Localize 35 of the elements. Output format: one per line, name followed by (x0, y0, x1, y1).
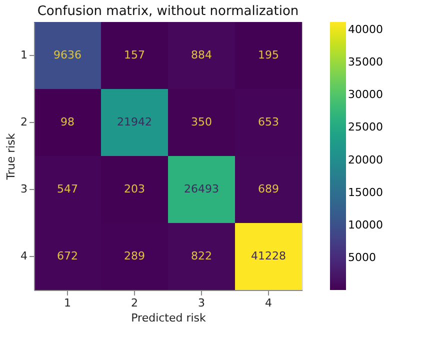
data-label: 289 (124, 250, 145, 262)
data-label: 21942 (117, 116, 152, 128)
data-label: 203 (124, 182, 145, 196)
data-label: 41228 (251, 250, 286, 262)
color-bar-label: 25000 (348, 120, 383, 134)
data-label: 653 (258, 116, 279, 128)
y-axis-title: True risk (4, 132, 18, 181)
x-tick-label: 2 (131, 296, 138, 310)
chart-title: Confusion matrix, without normalization (37, 4, 299, 19)
color-bar-label: 15000 (348, 186, 383, 199)
data-label: 672 (57, 250, 78, 262)
color-bar-label: 10000 (348, 218, 383, 232)
color-bar-label: 30000 (348, 88, 383, 102)
y-tick-label: 3 (20, 182, 28, 196)
x-tick-label: 4 (265, 296, 272, 310)
color-bar-label: 40000 (348, 23, 383, 36)
x-tick-label: 3 (198, 296, 205, 310)
y-tick-label: 1 (20, 48, 28, 62)
data-label: 195 (258, 48, 279, 62)
data-label: 350 (191, 116, 212, 128)
data-label: 157 (124, 48, 145, 62)
data-label: 822 (191, 250, 212, 262)
data-label: 884 (191, 48, 212, 62)
x-tick-label: 1 (64, 296, 71, 310)
x-axis-title: Predicted risk (131, 312, 207, 324)
data-label: 689 (258, 182, 279, 196)
data-label: 9636 (54, 48, 82, 62)
y-tick-label: 2 (20, 116, 28, 128)
color-bar-label: 35000 (348, 56, 383, 69)
data-label: 26493 (184, 182, 219, 196)
y-tick-label: 4 (20, 250, 28, 262)
color-bar-label: 20000 (348, 153, 383, 166)
data-label: 547 (57, 182, 78, 196)
color-bar-label: 5000 (348, 251, 376, 264)
data-label: 98 (60, 116, 74, 128)
